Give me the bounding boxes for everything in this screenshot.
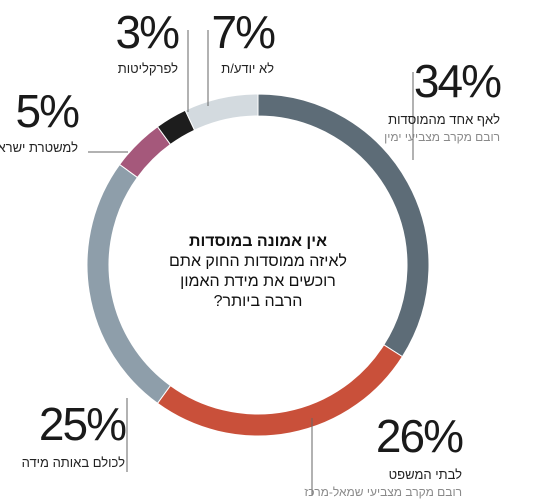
value-label: 26% [376,410,463,462]
center-question: לאיזה ממוסדות החוק אתם [169,252,347,270]
value-label: 5% [16,85,80,137]
value-label: 7% [212,6,276,58]
category-label: לכולם באותה מידה [22,455,126,470]
category-label: לא יודע/ת [221,61,274,76]
category-label: לבתי המשפט [389,467,462,482]
chart-title: אין אמונה במוסדות [189,233,327,250]
note-label: רובם מקרב מצביעי שמאל-מרכז [304,485,462,499]
center-question: הרבה ביותר? [214,293,303,310]
value-label: 25% [39,398,126,450]
category-label: למשטרת ישראל [0,140,78,155]
donut-segment [86,163,172,405]
donut-segment [156,344,404,437]
category-label: לאף אחד מהמוסדות [388,112,500,127]
category-label: לפרקליטות [118,61,178,76]
center-question: רוכשים את מידת האמון [180,273,336,290]
note-label: רובם מקרב מצביעי ימין [384,130,500,144]
value-label: 34% [414,55,501,107]
value-label: 3% [116,6,180,58]
donut-segment [184,93,259,131]
